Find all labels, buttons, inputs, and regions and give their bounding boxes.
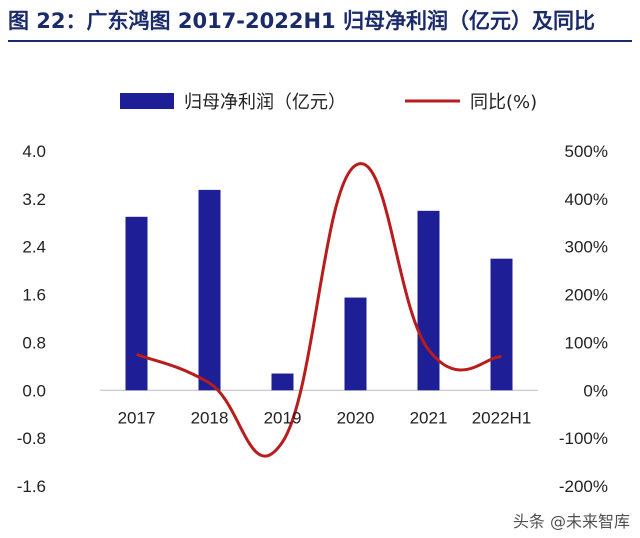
bar-2021 (417, 210, 440, 391)
watermark: 头条 @未来智库 (512, 512, 630, 531)
right-tick-label: 100% (565, 333, 608, 352)
title-divider (8, 40, 632, 42)
category-label: 2017 (118, 408, 156, 427)
bar-2018 (198, 189, 221, 391)
left-tick-label: 1.6 (22, 286, 46, 305)
category-label: 2021 (410, 408, 448, 427)
category-label: 2022H1 (472, 408, 532, 427)
left-tick-label: -1.6 (17, 477, 46, 496)
category-label: 2019 (264, 408, 302, 427)
right-tick-label: -200% (559, 477, 608, 496)
category-label: 2020 (337, 408, 375, 427)
right-tick-label: 400% (565, 190, 608, 209)
left-tick-label: -0.8 (17, 429, 46, 448)
category-label: 2018 (191, 408, 229, 427)
legend-bar-swatch (120, 93, 174, 109)
right-tick-label: 0% (583, 381, 608, 400)
left-tick-label: 3.2 (22, 190, 46, 209)
category-labels: 2017 2018 2019 2020 2021 2022H1 (118, 408, 532, 427)
figure-title: 图 22：广东鸿图 2017-2022H1 归母净利润（亿元）及同比 (8, 9, 595, 33)
right-tick-label: 300% (565, 238, 608, 257)
right-tick-label: 200% (565, 286, 608, 305)
yoy-line (135, 162, 502, 458)
left-tick-label: 0.8 (22, 333, 46, 352)
bar-2020 (344, 297, 367, 391)
left-tick-label: 2.4 (22, 238, 46, 257)
left-axis: -1.6 -0.8 0.0 0.8 1.6 2.4 3.2 4.0 (17, 142, 46, 496)
legend: 归母净利润（亿元） 同比(%) (120, 92, 537, 113)
bar-2017 (125, 216, 148, 391)
left-tick-label: 4.0 (22, 142, 46, 161)
right-tick-label: -100% (559, 429, 608, 448)
legend-line-label: 同比(%) (470, 92, 537, 113)
bar-2022H1 (490, 258, 513, 391)
right-axis: -200% -100% 0% 100% 200% 300% 400% 500% (559, 142, 608, 496)
bar-2019 (271, 373, 294, 391)
bar-series (125, 189, 513, 391)
left-tick-label: 0.0 (22, 381, 46, 400)
legend-bar-label: 归母净利润（亿元） (184, 92, 346, 113)
right-tick-label: 500% (565, 142, 608, 161)
